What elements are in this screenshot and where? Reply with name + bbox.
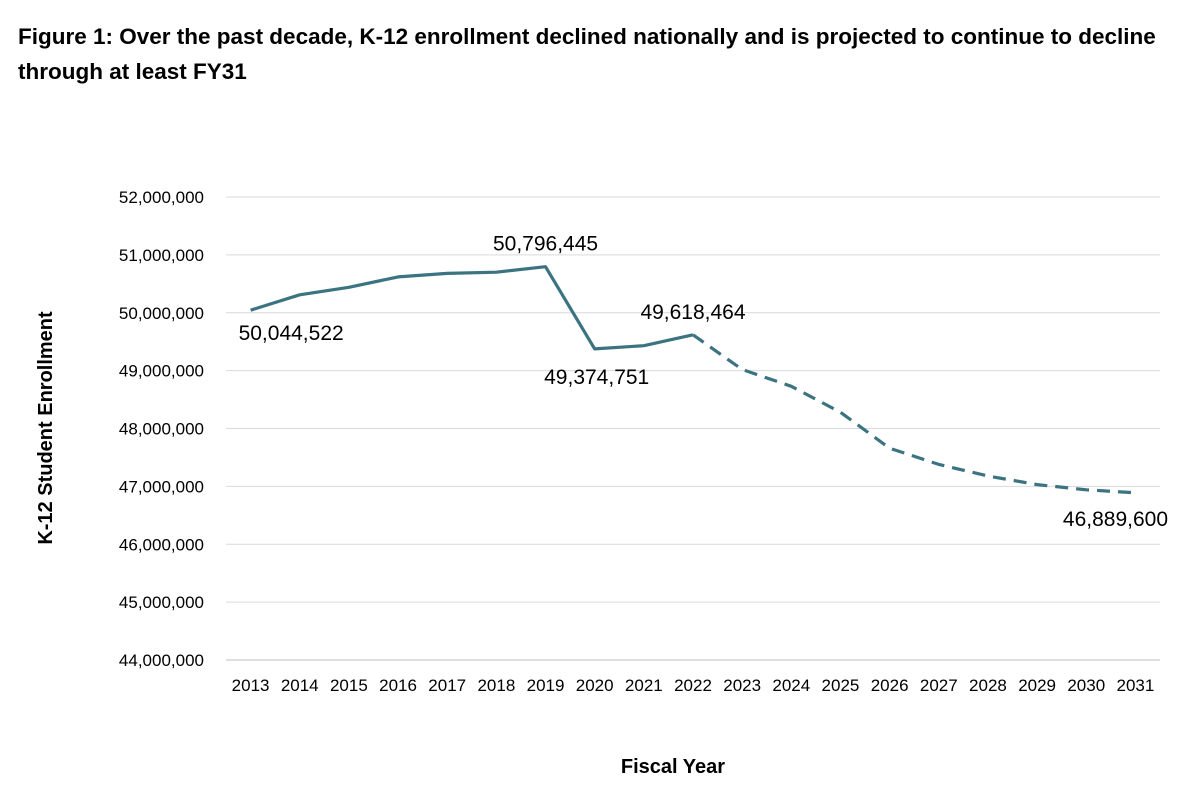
x-tick-label: 2017 [428,676,466,695]
y-tick-label: 51,000,000 [119,246,204,265]
data-label: 49,618,464 [640,301,745,324]
y-tick-label: 48,000,000 [119,420,204,439]
x-axis-ticks: 2013 2014 2015 2016 2017 2018 2019 2020 2021 2022… [232,676,1155,695]
data-label: 50,796,445 [493,233,598,256]
x-tick-label: 2020 [576,676,614,695]
y-tick-label: 44,000,000 [119,651,204,670]
x-tick-label: 2029 [1018,676,1056,695]
series-line-projected [692,333,1136,495]
x-tick-label: 2021 [625,676,663,695]
data-label: 46,889,600 [1063,508,1168,531]
x-tick-label: 2024 [772,676,810,695]
y-tick-label: 49,000,000 [119,362,204,381]
x-tick-label: 2016 [379,676,417,695]
x-tick-label: 2027 [920,676,958,695]
x-tick-label: 2028 [969,676,1007,695]
x-tick-label: 2013 [232,676,270,695]
x-axis-title: Fiscal Year [621,756,725,778]
y-tick-label: 46,000,000 [119,535,204,554]
y-axis-ticks: 44,000,000 45,000,000 46,000,000 47,000,000… [119,188,204,670]
y-tick-label: 45,000,000 [119,593,204,612]
y-tick-label: 52,000,000 [119,188,204,207]
x-tick-label: 2023 [723,676,761,695]
x-tick-label: 2030 [1067,676,1105,695]
x-tick-label: 2022 [674,676,712,695]
series-line-actual [250,265,694,351]
gridlines [226,196,1160,661]
data-label: 49,374,751 [544,366,649,389]
data-labels: 50,044,522 50,796,445 49,374,751 49,618,464… [239,233,1168,531]
y-tick-label: 47,000,000 [119,477,204,496]
x-tick-label: 2018 [477,676,515,695]
x-tick-label: 2026 [871,676,909,695]
x-tick-label: 2025 [822,676,860,695]
chart-title: Figure 1: Over the past decade, K-12 enr… [18,24,1156,84]
x-tick-label: 2019 [527,676,565,695]
y-tick-label: 50,000,000 [119,304,204,323]
x-tick-label: 2015 [330,676,368,695]
y-axis-title: K-12 Student Enrollment [35,311,57,545]
series-lines [250,265,1136,495]
x-tick-label: 2031 [1117,676,1155,695]
data-label: 50,044,522 [239,322,344,345]
x-tick-label: 2014 [281,676,319,695]
